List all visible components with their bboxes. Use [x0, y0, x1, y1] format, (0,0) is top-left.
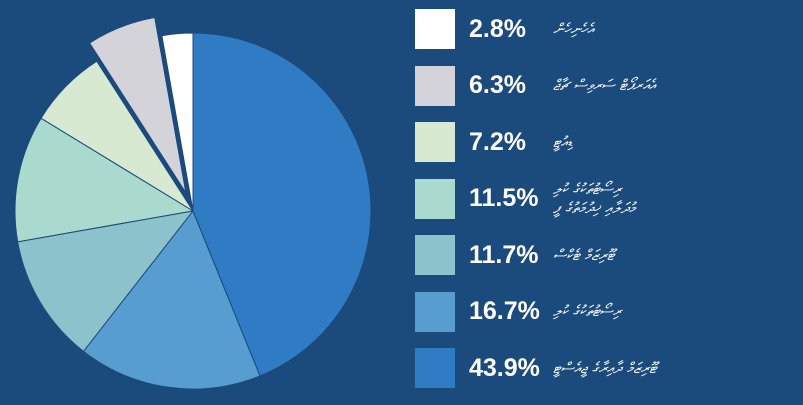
- legend-item: 6.3% އެއަރޕޯޓް ސަރވިސް ޗާޖް: [415, 65, 656, 107]
- pie-slice: [88, 16, 187, 194]
- legend-swatch: [415, 65, 455, 106]
- legend-label: ޑިއުޓީ: [553, 132, 573, 151]
- legend-swatch: [415, 178, 455, 219]
- legend-label: ރިސޯޓުތަކުގެ ކުލި މުދަލާއި ޚިދުމަތުގެ ފީ: [553, 179, 636, 217]
- value-label: 6.3%: [469, 71, 526, 99]
- value-label: 16.7%: [469, 297, 540, 325]
- legend-label: އެއަރޕޯޓް ސަރވިސް ޗާޖް: [553, 76, 656, 94]
- value-label: 11.5%: [469, 184, 539, 212]
- legend-swatch: [415, 291, 455, 332]
- pie-slice: [82, 210, 261, 390]
- legend-label: ޓޫރިޒަމް ދާއިރާގެ ޖީއެސްޓީ: [553, 358, 657, 377]
- pie-slice: [14, 117, 195, 243]
- pie-slice: [17, 210, 195, 353]
- legend-swatch: [415, 122, 455, 162]
- value-label: 7.2%: [469, 127, 526, 156]
- pie-slice: [192, 32, 372, 377]
- chart: [14, 16, 372, 390]
- legend-label: ރިސޯޓުތަކުގެ ކުލި: [553, 302, 622, 320]
- value-label: 43.9%: [469, 353, 540, 382]
- legend-item: 43.9% ޓޫރިޒަމް ދާއިރާގެ ޖީއެސްޓީ: [415, 347, 656, 389]
- legend-swatch: [415, 348, 455, 388]
- legend-item: 11.5% ރިސޯޓުތަކުގެ ކުލި މުދަލާއި ޚިދުމަތު…: [415, 178, 636, 220]
- legend-label: އެހެނިހެން: [553, 19, 594, 38]
- legend-item: 7.2% ޑިއުޓީ: [415, 121, 572, 163]
- value-label: 11.7%: [469, 240, 539, 269]
- value-label: 2.8%: [469, 14, 526, 43]
- legend-item: 11.7% ޓޫރިޒަމް ޓެކްސް: [415, 234, 614, 276]
- legend-item: 2.8% އެހެނިހެން: [415, 8, 593, 50]
- legend-item: 16.7% ރިސޯޓުތަކުގެ ކުލި: [415, 291, 621, 333]
- legend-label: ޓޫރިޒަމް ޓެކްސް: [553, 245, 615, 264]
- legend-swatch: [415, 9, 455, 49]
- legend-swatch: [415, 235, 455, 275]
